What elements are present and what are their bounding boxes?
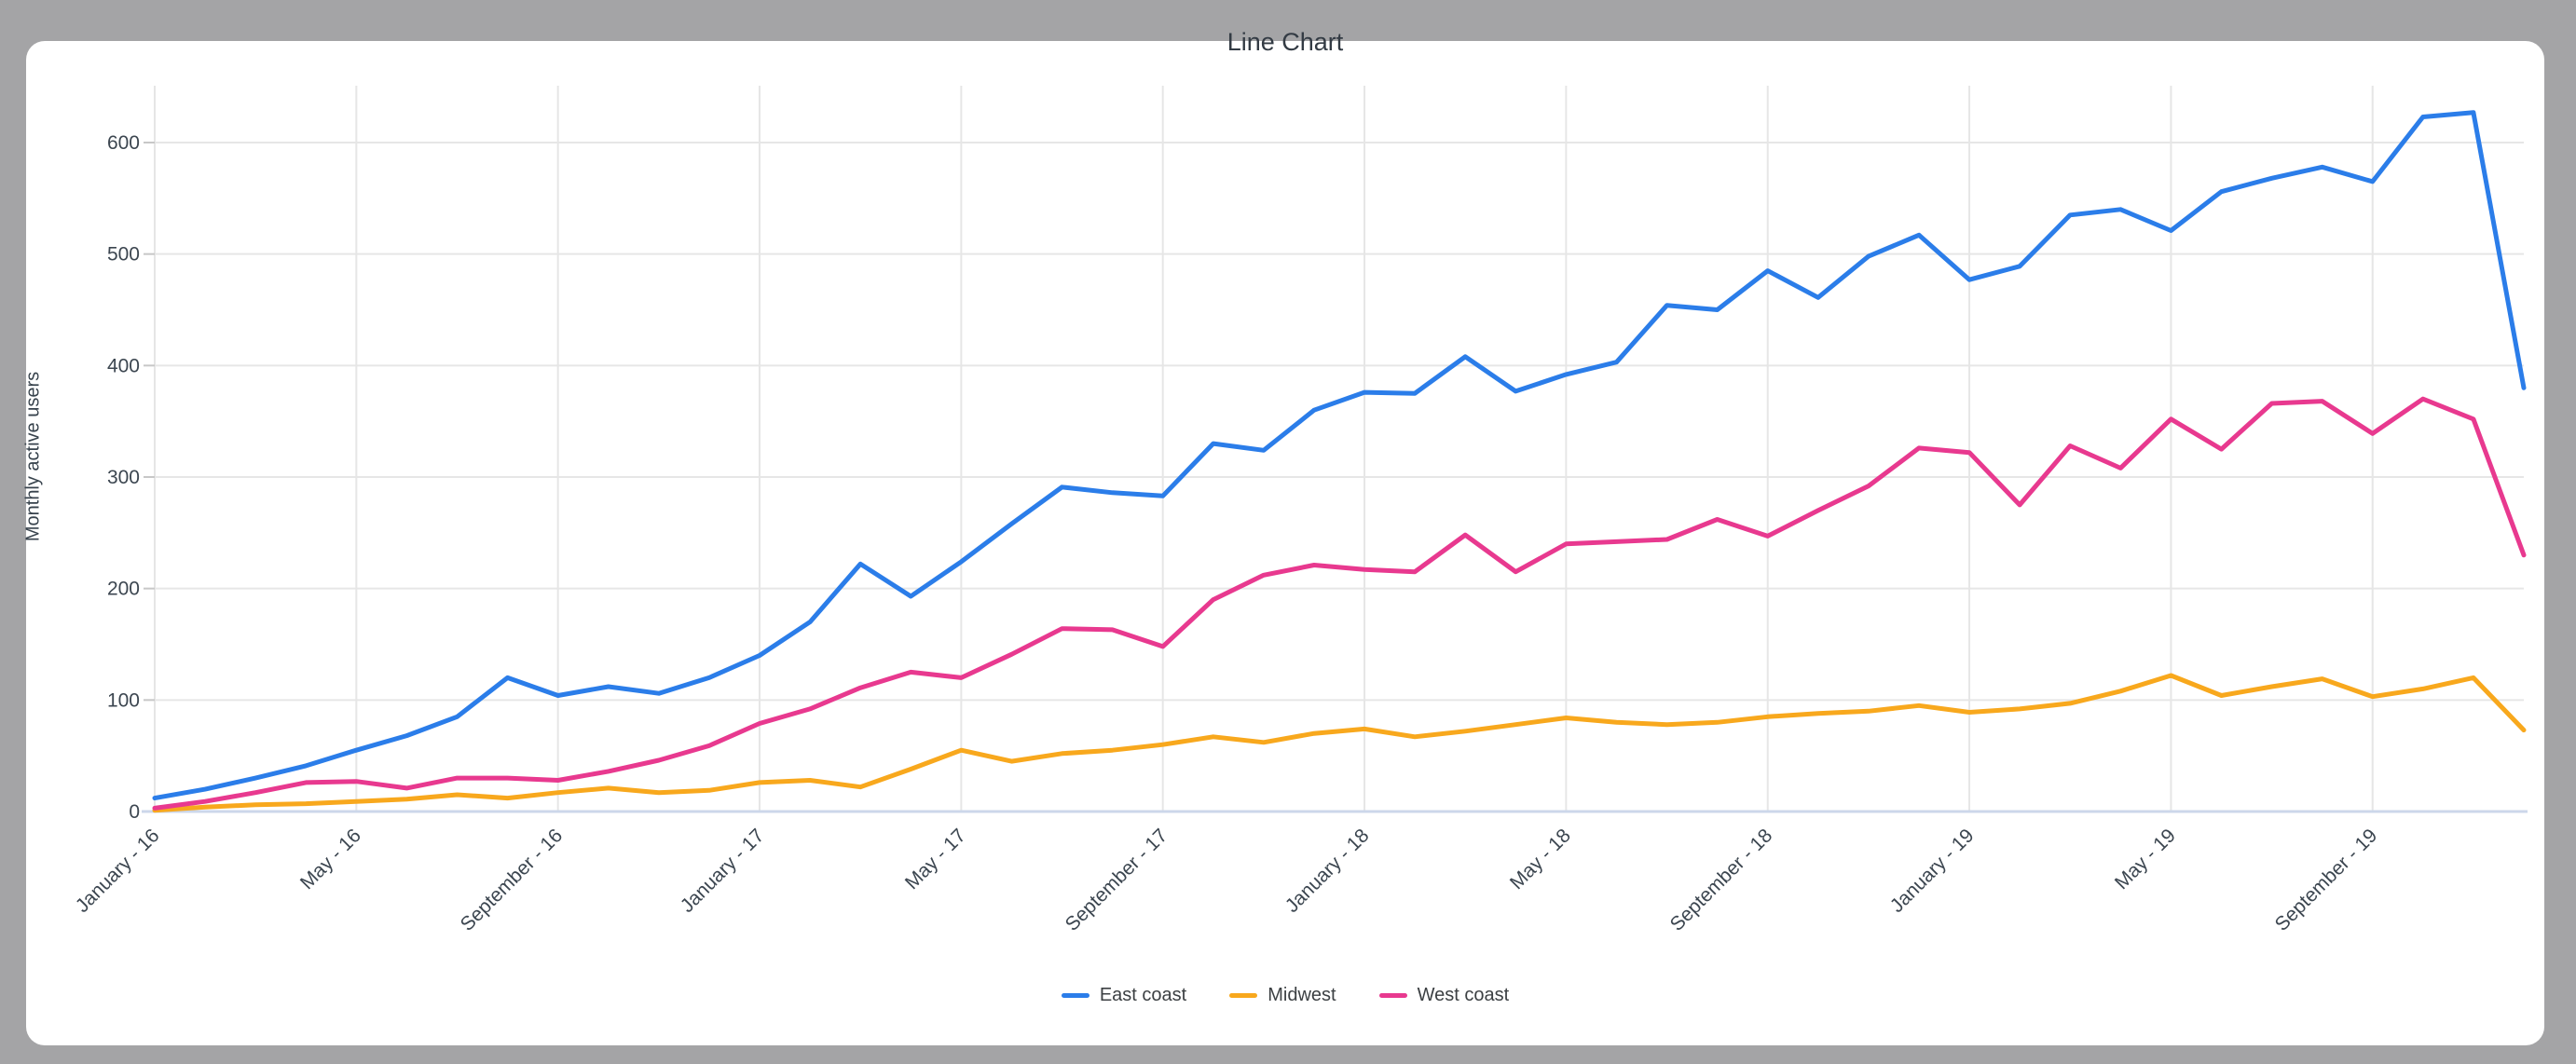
x-tick-label: January - 17 — [677, 825, 769, 917]
chart-legend: East coast Midwest West coast — [26, 976, 2544, 1014]
legend-label: East coast — [1099, 984, 1187, 1005]
x-tick-label: May - 16 — [296, 825, 365, 893]
y-tick-label: 300 — [107, 467, 140, 488]
legend-swatch-icon — [1378, 992, 1407, 998]
x-tick-label: May - 17 — [901, 825, 970, 893]
y-tick-label: 400 — [107, 355, 140, 376]
x-tick-label: September - 17 — [1062, 825, 1172, 935]
legend-label: West coast — [1417, 984, 1510, 1005]
x-tick-label: January - 18 — [1281, 825, 1374, 917]
legend-swatch-icon — [1229, 992, 1258, 998]
series-line-east-coast — [152, 110, 2527, 801]
legend-item-midwest[interactable]: Midwest — [1229, 985, 1336, 1006]
series-line-midwest — [152, 673, 2527, 813]
chart-window-card — [26, 41, 2544, 1045]
legend-label: Midwest — [1267, 984, 1336, 1005]
x-tick-label: May - 19 — [2111, 825, 2180, 893]
series-line-west-coast — [152, 396, 2527, 811]
y-tick-label: 500 — [107, 244, 140, 266]
y-tick-label: 200 — [107, 579, 140, 600]
x-tick-label: January - 16 — [72, 825, 164, 917]
y-tick-label: 0 — [129, 801, 140, 823]
x-tick-label: September - 16 — [457, 825, 568, 935]
legend-item-west-coast[interactable]: West coast — [1378, 984, 1510, 1006]
x-tick-label: May - 18 — [1506, 825, 1575, 893]
chart-title: Line Chart — [1226, 28, 1344, 56]
y-tick-label: 100 — [107, 689, 140, 711]
y-tick-label: 600 — [107, 132, 140, 154]
x-tick-label: September - 19 — [2271, 825, 2382, 935]
x-tick-label: September - 18 — [1666, 825, 1777, 935]
legend-item-east-coast[interactable]: East coast — [1061, 984, 1187, 1006]
legend-swatch-icon — [1061, 992, 1089, 998]
x-tick-label: January - 19 — [1886, 825, 1979, 917]
